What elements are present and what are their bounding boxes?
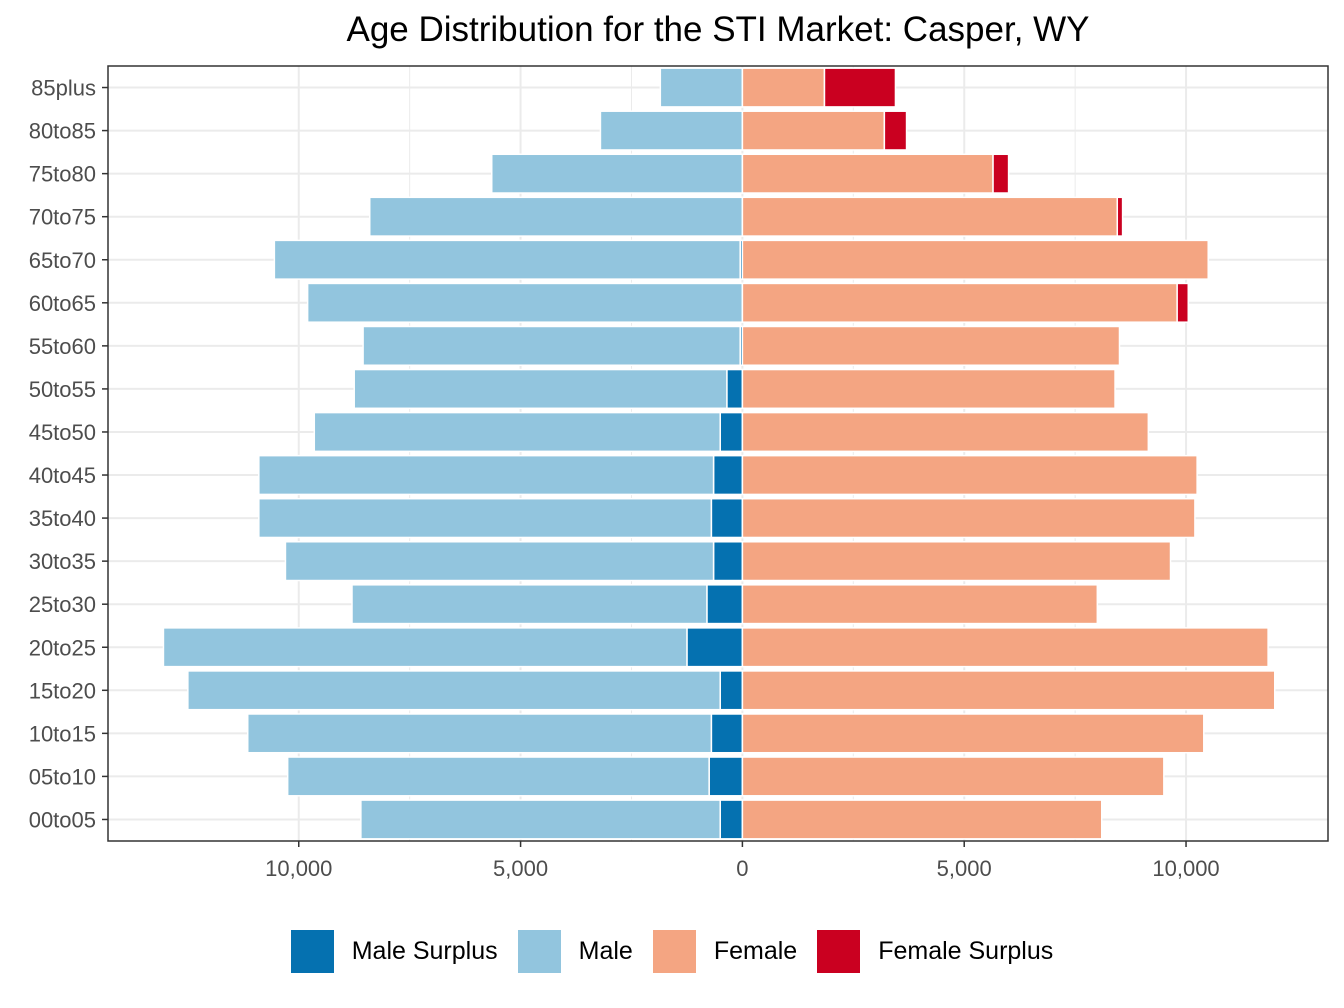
y-tick-label: 60to65 [29,291,96,316]
bar-female-35to40 [741,497,1196,539]
y-tick-label: 30to35 [29,549,96,574]
bar-male-surplus-50to55 [726,368,744,410]
bar-male-40to45 [258,454,715,496]
legend-key-male-surplus [290,930,334,973]
y-tick-label: 25to30 [29,592,96,617]
chart-title: Age Distribution for the STI Market: Cas… [346,10,1090,49]
bar-female-00to05 [741,799,1103,840]
bar-female-25to30 [741,584,1099,625]
bar-male-00to05 [360,799,721,840]
bar-female-40to45 [741,454,1198,496]
legend-label-female: Female [713,937,798,965]
legend-item-male: Male [517,930,633,973]
plot-panel [108,66,1328,841]
legend-label-male: Male [578,937,633,965]
bar-male-surplus-10to15 [710,713,744,754]
bar-male-10to15 [246,713,713,754]
bar-female-surplus-60to65 [1176,282,1190,323]
bar-female-20to25 [741,627,1269,668]
bar-female-surplus-75to80 [992,153,1010,194]
y-tick-label: 55to60 [29,334,96,359]
bar-female-10to15 [741,713,1205,754]
bar-male-75to80 [490,153,744,194]
bar-female-50to55 [741,368,1116,410]
bar-male-35to40 [258,497,713,539]
legend: Male Surplus Male Female Female Surplus [0,930,1344,973]
legend-label-male-surplus: Male Surplus [351,937,498,965]
legend-key-female-surplus [817,930,861,973]
bar-female-05to10 [741,756,1165,797]
x-tick-label: 5,000 [493,856,548,881]
y-tick-label: 75to80 [29,162,96,187]
legend-label-female-surplus: Female Surplus [878,937,1054,965]
y-tick-label: 45to50 [29,420,96,445]
bar-male-15to20 [187,670,721,711]
bar-female-80to85 [741,110,886,151]
bar-male-surplus-00to05 [719,799,744,840]
bar-male-05to10 [286,756,710,797]
bar-male-65to70 [273,239,741,280]
bar-male-surplus-25to30 [706,584,744,625]
y-tick-label: 40to45 [29,463,96,488]
bar-male-surplus-05to10 [708,756,744,797]
y-tick-label: 20to25 [29,635,96,660]
x-tick-label: 0 [736,856,748,881]
bar-female-surplus-80to85 [883,110,908,151]
bar-male-55to60 [362,325,741,366]
y-tick-label: 85plus [31,76,96,101]
bar-female-75to80 [741,153,994,194]
bar-male-30to35 [284,541,715,582]
y-tick-label: 65to70 [29,248,96,273]
y-tick-label: 50to55 [29,377,96,402]
bar-male-surplus-20to25 [686,627,744,668]
legend-item-male-surplus: Male Surplus [290,930,498,973]
bar-male-surplus-15to20 [719,670,744,711]
bar-female-surplus-85plus [823,67,897,108]
bar-male-70to75 [368,196,744,237]
y-tick-label: 00to05 [29,807,96,832]
bar-male-60to65 [306,282,744,323]
bar-male-20to25 [162,627,688,668]
legend-key-male [517,930,561,973]
y-tick-label: 80to85 [29,119,96,144]
legend-key-female [652,930,696,973]
bar-female-15to20 [741,670,1276,711]
x-tick-label: 10,000 [265,856,332,881]
bar-female-60to65 [741,282,1178,323]
bar-female-55to60 [741,325,1121,366]
bar-female-30to35 [741,541,1172,582]
legend-item-female-surplus: Female Surplus [817,930,1053,973]
plot-border [107,65,1329,842]
y-tick-label: 35to40 [29,506,96,531]
legend-item-female: Female [652,930,798,973]
y-tick-label: 70to75 [29,205,96,230]
bar-female-70to75 [741,196,1119,237]
bar-male-surplus-40to45 [712,454,744,496]
y-tick-label: 05to10 [29,764,96,789]
bar-female-45to50 [741,411,1150,453]
bar-male-surplus-35to40 [710,497,744,539]
bar-male-25to30 [351,584,708,625]
y-tick-label: 10to15 [29,721,96,746]
bar-male-45to50 [313,411,721,453]
bar-male-surplus-45to50 [719,411,744,453]
bar-female-65to70 [741,239,1209,280]
x-tick-label: 5,000 [937,856,992,881]
bar-male-50to55 [353,368,728,410]
bar-male-85plus [659,67,744,108]
y-tick-label: 15to20 [29,678,96,703]
bar-male-80to85 [599,110,744,151]
x-tick-label: 10,000 [1152,856,1219,881]
bar-female-surplus-70to75 [1116,196,1124,237]
bar-male-surplus-30to35 [712,541,744,582]
bar-female-85plus [741,67,826,108]
